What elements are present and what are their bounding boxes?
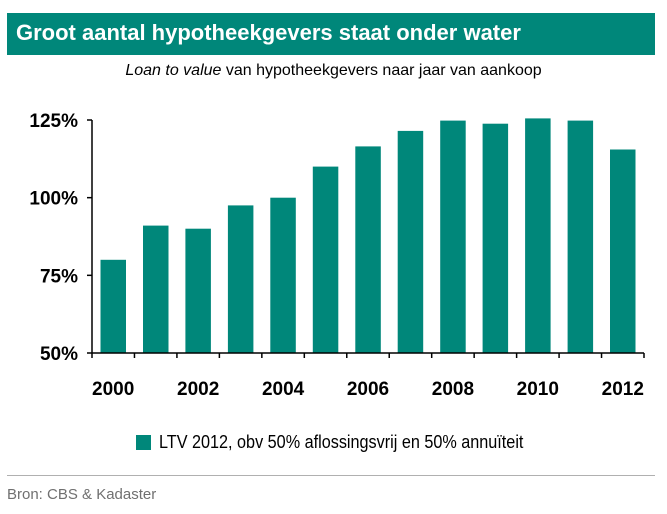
bar-2009 [482,123,509,353]
bar-2008 [440,120,466,353]
bar-2012 [610,149,636,353]
x-tick-label: 2000 [92,379,134,400]
chart-title: Groot aantal hypotheekgevers staat onder… [16,20,521,45]
y-tick-label: 125% [29,111,78,132]
bar-2011 [567,120,594,353]
y-tick-label: 100% [29,189,78,210]
bar-2000 [100,259,126,353]
title-bar: Groot aantal hypotheekgevers staat onder… [7,13,655,55]
chart-subtitle: Loan to value van hypotheekgevers naar j… [0,62,667,80]
legend: LTV 2012, obv 50% aflossingsvrij en 50% … [136,431,564,453]
x-tick-label: 2002 [177,379,219,400]
bar-2005 [312,166,339,353]
bar-2010 [525,118,551,354]
y-tick-label: 75% [40,266,78,287]
legend-label: LTV 2012, obv 50% aflossingsvrij en 50% … [159,431,524,452]
x-tick-label: 2012 [602,379,644,400]
y-tick-label: 50% [40,344,78,365]
bar-2007 [397,130,424,353]
bar-2004 [270,197,296,353]
bar-2002 [185,228,211,353]
legend-swatch [136,434,151,450]
bar-2006 [355,146,381,353]
y-axis-ticks: 50% 75% 100% 125% [29,111,92,365]
x-axis-ticks: 2000 2002 2004 2006 2008 2010 2012 [91,353,645,400]
bar-2003 [227,205,254,353]
divider [7,475,655,476]
x-tick-label: 2010 [517,379,559,400]
bar-2001 [143,225,169,353]
subtitle-rest: van hypotheekgevers naar jaar van aankoo… [221,62,542,79]
subtitle-italic: Loan to value [125,62,222,79]
bar-chart: 50%75%100%125% 2000 2002 2004 2006 2008 2010 2… [29,111,645,400]
x-tick-label: 2008 [432,379,474,400]
source-note: Bron: CBS & Kadaster [7,486,157,503]
x-tick-label: 2004 [262,379,305,400]
x-tick-label: 2006 [347,379,389,400]
bars-group [100,118,636,354]
